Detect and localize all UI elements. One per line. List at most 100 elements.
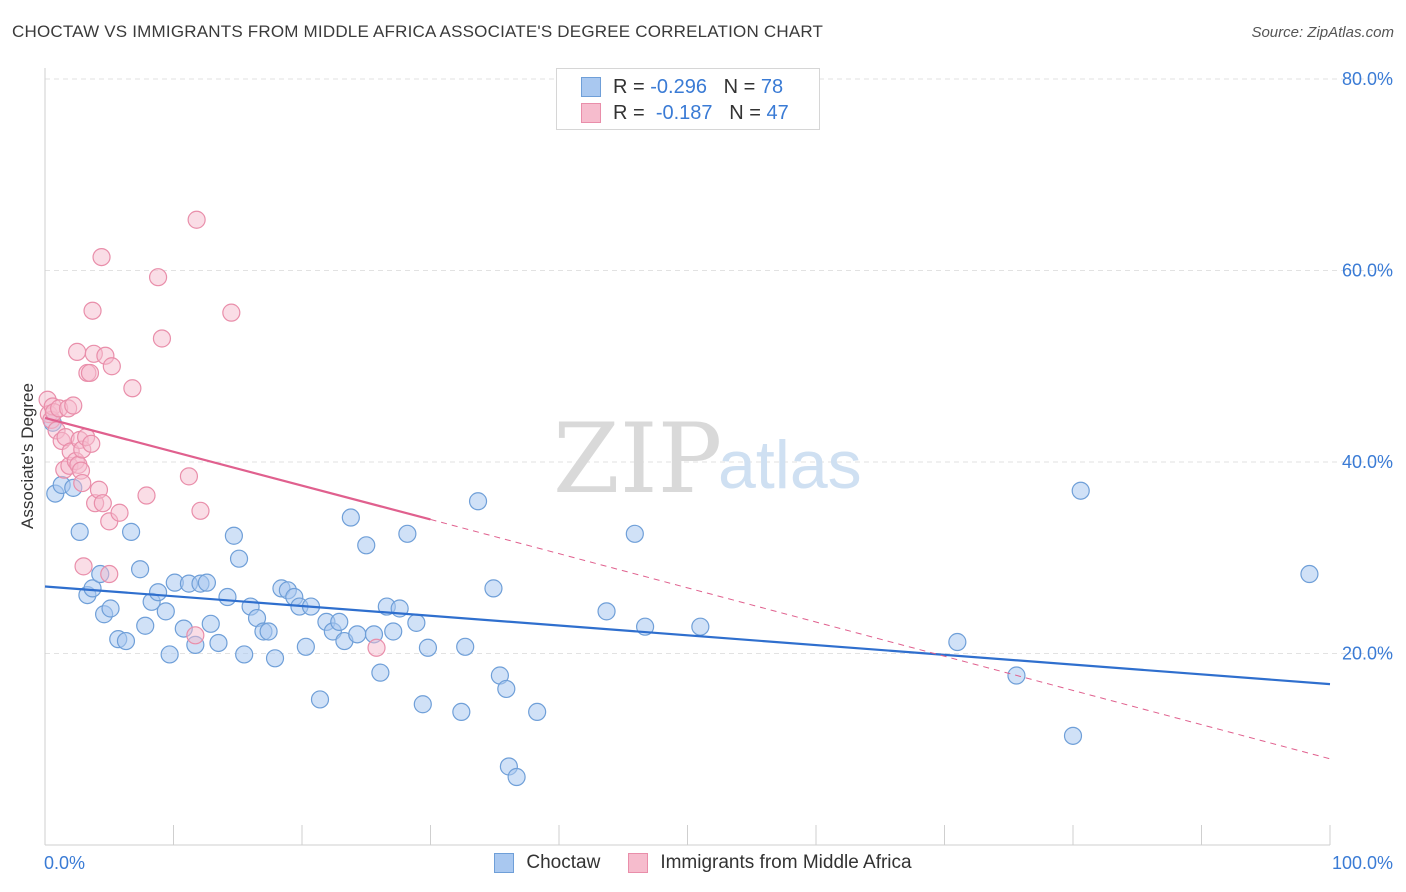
choctaw-point [384, 622, 403, 641]
r-value: -0.187 [655, 101, 713, 124]
immigrants-point [68, 342, 87, 361]
immigrants-point [64, 396, 83, 415]
axes [44, 68, 1331, 846]
choctaw-point [229, 549, 249, 568]
choctaw-point [156, 602, 175, 621]
immigrants-point [123, 379, 142, 398]
choctaw-point [357, 536, 376, 555]
stats-legend: R = -0.296 N = 78 R = -0.187 N = 47 [556, 68, 820, 130]
series-choctaw-points [43, 413, 1319, 787]
watermark: ZIP atlas [553, 403, 862, 515]
choctaw-point [597, 602, 616, 621]
n-value: 47 [766, 101, 789, 124]
choctaw-point [101, 599, 120, 618]
choctaw-point [201, 614, 220, 633]
y-tick-label: 40.0% [1342, 452, 1393, 472]
immigrants-point [100, 564, 119, 584]
immigrants-point [80, 363, 100, 383]
y-tick-label: 80.0% [1342, 69, 1393, 89]
r-label: R = [613, 101, 645, 124]
trend-lines [44, 416, 1331, 760]
stats-row-choctaw: R = -0.296 N = 78 [581, 75, 783, 99]
choctaw-point [218, 587, 237, 607]
choctaw-point [209, 633, 228, 653]
immigrants-trend-line [44, 416, 431, 521]
legend-label-choctaw: Choctaw [526, 852, 601, 873]
choctaw-point [310, 690, 330, 709]
choctaw-point [507, 767, 526, 787]
choctaw-point [625, 524, 644, 543]
r-value: -0.296 [650, 75, 707, 98]
choctaw-point [197, 573, 217, 592]
choctaw-point [330, 612, 349, 632]
choctaw-point [235, 645, 254, 664]
choctaw-point [691, 617, 710, 636]
immigrants-point [191, 501, 210, 520]
legend-item-choctaw: Choctaw [494, 852, 600, 874]
choctaw-point [341, 508, 360, 527]
y-tick-labels: 20.0% 40.0% 60.0% 80.0% [1342, 69, 1393, 664]
immigrants-point [179, 467, 199, 486]
immigrants-point [137, 486, 156, 505]
immigrants-point [148, 268, 168, 287]
x-tick-labels: 0.0% 100.0% [44, 853, 1393, 873]
choctaw-point [948, 632, 967, 652]
immigrants-point [92, 247, 111, 267]
choctaw-point [1071, 481, 1090, 500]
choctaw-point [418, 638, 438, 657]
choctaw-point [148, 583, 168, 602]
legend-swatch-choctaw [494, 853, 515, 873]
immigrants-point [222, 303, 241, 322]
x-tick-label: 100.0% [1332, 853, 1393, 873]
choctaw-point [484, 579, 503, 598]
r-label: R = [613, 75, 645, 98]
swatch-immigrants [581, 103, 601, 123]
chart-title: CHOCTAW VS IMMIGRANTS FROM MIDDLE AFRICA… [12, 22, 824, 41]
immigrants-point [93, 494, 112, 513]
n-label: N = [723, 75, 756, 98]
choctaw-point [413, 695, 432, 714]
series-legend: Choctaw Immigrants from Middle Africa [0, 852, 1406, 874]
immigrants-point [110, 503, 129, 522]
immigrants-point [102, 357, 121, 376]
immigrants-point [152, 329, 172, 348]
gridlines [45, 78, 1392, 654]
watermark-zip: ZIP [553, 403, 722, 515]
choctaw-point [265, 649, 285, 668]
y-tick-label: 20.0% [1342, 644, 1393, 664]
legend-label-immigrants: Immigrants from Middle Africa [660, 852, 912, 873]
immigrants-point [74, 557, 93, 576]
stats-row-immigrants: R = -0.187 N = 47 [581, 101, 789, 125]
choctaw-point [1300, 564, 1319, 584]
immigrants-point [73, 473, 92, 493]
watermark-atlas: atlas [718, 427, 862, 503]
choctaw-point [456, 637, 475, 656]
choctaw-point [528, 702, 547, 722]
y-tick-label: 60.0% [1342, 261, 1393, 281]
immigrants-point [367, 638, 386, 657]
choctaw-point [452, 702, 471, 722]
source-credit: Source: ZipAtlas.com [1251, 24, 1394, 41]
choctaw-point [497, 679, 516, 699]
x-tick-label: 0.0% [44, 853, 85, 873]
immigrants-point [186, 626, 205, 645]
choctaw-point [259, 622, 278, 641]
legend-item-immigrants: Immigrants from Middle Africa [628, 852, 912, 874]
choctaw-point [407, 613, 426, 632]
choctaw-trend-line [44, 585, 1331, 686]
immigrants-point [83, 301, 102, 320]
choctaw-point [130, 560, 150, 579]
choctaw-point [398, 524, 417, 543]
swatch-choctaw [581, 77, 601, 97]
choctaw-point [160, 645, 179, 664]
immigrants-trend-extension [430, 518, 1331, 760]
choctaw-point [348, 625, 367, 644]
choctaw-point [1063, 726, 1083, 745]
choctaw-point [468, 492, 488, 511]
legend-swatch-immigrants [628, 853, 649, 873]
y-axis-label: Associate's Degree [18, 383, 37, 529]
series-immigrants-points [38, 210, 386, 657]
choctaw-point [116, 631, 136, 651]
n-label: N = [729, 101, 761, 124]
